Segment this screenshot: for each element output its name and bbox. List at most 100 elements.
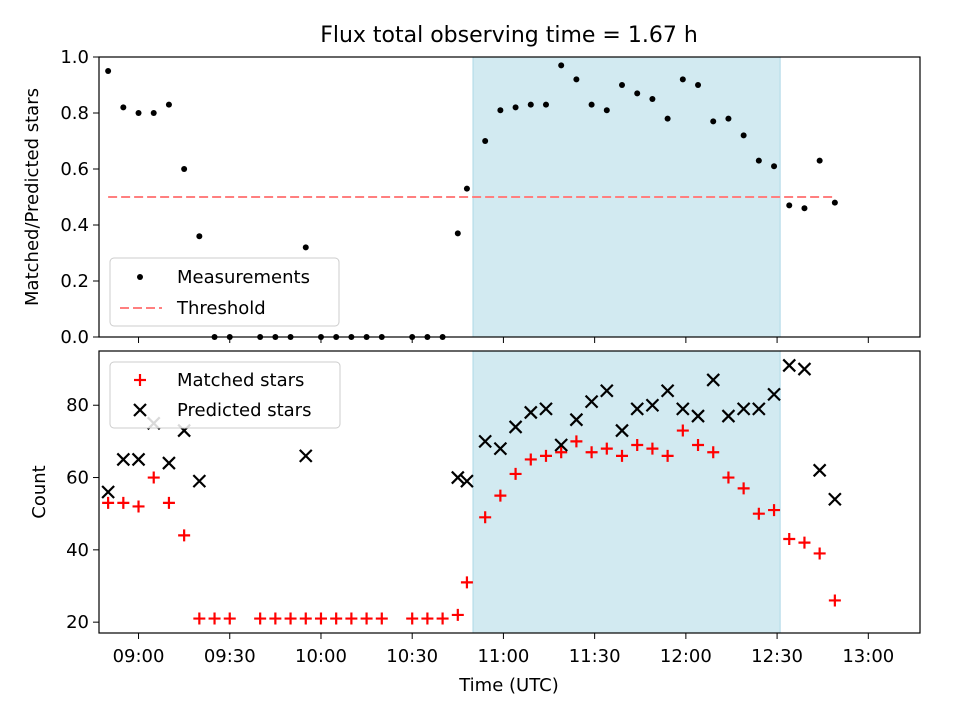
matched-star-point <box>223 612 236 625</box>
predicted-star-point <box>451 470 465 485</box>
matched-star-point <box>299 612 312 625</box>
measurement-point <box>588 101 595 108</box>
matched-star-point <box>539 449 552 462</box>
legend-measurements-marker <box>137 274 143 280</box>
matched-star-point <box>162 496 175 509</box>
predicted-star-point <box>691 409 705 423</box>
bottom-legend: Matched stars Predicted stars <box>109 361 341 429</box>
x-tick-label: 12:00 <box>660 646 712 667</box>
predicted-star-point <box>478 434 492 449</box>
matched-star-point <box>345 612 358 625</box>
measurement-point <box>512 104 519 111</box>
matched-star-point <box>570 435 583 448</box>
measurement-point <box>573 76 580 83</box>
bottom-y-tick-label: 20 <box>66 612 89 633</box>
measurement-point <box>542 101 549 108</box>
matched-star-point <box>254 612 267 625</box>
measurement-point <box>801 205 808 212</box>
chart-title: Flux total observing time = 1.67 h <box>320 23 698 48</box>
predicted-star-point <box>752 402 766 416</box>
predicted-star-point <box>116 452 131 467</box>
matched-star-point <box>436 612 449 625</box>
matched-star-point <box>722 471 735 484</box>
measurement-point <box>463 185 470 192</box>
legend-matched-marker <box>134 374 146 386</box>
measurement-point <box>105 68 112 74</box>
predicted-star-point <box>569 412 584 427</box>
matched-star-point <box>421 612 434 625</box>
bottom-legend-box <box>109 361 341 429</box>
predicted-star-point <box>615 423 629 438</box>
top-y-tick-label: 0.6 <box>60 159 89 180</box>
matched-star-point <box>330 612 343 625</box>
matched-star-point <box>509 467 522 480</box>
predicted-star-point <box>162 456 176 470</box>
predicted-star-point <box>828 492 842 507</box>
predicted-star-point <box>460 474 474 488</box>
matched-star-point <box>132 500 145 513</box>
measurement-point <box>816 157 823 164</box>
top-axes-frame <box>98 56 921 338</box>
matched-star-point <box>406 612 419 625</box>
matched-star-point <box>117 496 130 509</box>
predicted-star-point <box>508 420 523 434</box>
matched-star-point <box>451 608 464 621</box>
measurement-point <box>740 132 747 139</box>
bottom-y-tick-label: 40 <box>66 540 89 561</box>
matched-star-point <box>783 533 796 545</box>
matched-star-point <box>813 547 826 560</box>
bottom-y-axis-label: Count <box>29 465 50 518</box>
measurement-point <box>786 202 793 209</box>
legend-measurements-label: Measurements <box>177 267 310 288</box>
matched-star-point <box>555 446 568 459</box>
matched-star-point <box>479 511 492 524</box>
predicted-star-point <box>706 373 721 387</box>
matched-star-point <box>585 446 598 459</box>
measurements-points <box>105 62 838 340</box>
matched-star-point <box>193 612 206 625</box>
bottom-axis-ticks: 20 40 60 80 09:00 09:30 10:00 10:30 11:00 11:30 12… <box>66 395 894 667</box>
predicted-star-point <box>767 387 781 402</box>
matched-star-point <box>631 439 644 451</box>
x-tick-label: 10:00 <box>295 646 347 667</box>
top-axis-ticks: 0.0 0.2 0.4 0.6 0.8 1.0 <box>60 47 869 348</box>
matched-star-point <box>269 612 282 625</box>
matched-star-point <box>375 612 388 625</box>
top-y-axis-label: Matched/Predicted stars <box>22 88 43 306</box>
matched-star-point <box>661 449 674 462</box>
matched-star-point <box>178 529 191 542</box>
measurement-point <box>634 90 641 97</box>
measurement-point <box>619 82 626 88</box>
measurement-point <box>497 107 504 114</box>
measurement-point <box>558 62 565 69</box>
measurement-point <box>725 115 732 122</box>
top-y-tick-label: 0.8 <box>60 103 89 124</box>
top-y-tick-label: 1.0 <box>60 47 89 68</box>
predicted-star-point <box>721 409 736 423</box>
matched-star-point <box>314 612 327 625</box>
top-legend: Measurements Threshold <box>109 257 340 327</box>
predicted-star-point <box>645 398 660 413</box>
measurement-point <box>181 166 188 172</box>
x-tick-label: 11:30 <box>569 646 621 667</box>
measurement-point <box>135 110 142 116</box>
matched-star-point <box>284 612 297 625</box>
matched-star-point <box>524 453 537 466</box>
legend-predicted-marker <box>133 403 147 417</box>
predicted-star-point <box>101 485 115 499</box>
measurement-point <box>302 244 309 251</box>
x-tick-label: 11:00 <box>477 646 529 667</box>
measurement-point <box>664 115 671 122</box>
bottom-shaded-region <box>472 350 781 634</box>
predicted-star-point <box>630 402 644 416</box>
x-tick-label: 09:00 <box>113 646 165 667</box>
measurement-point <box>527 101 534 108</box>
top-y-tick-label: 0.4 <box>60 215 89 236</box>
predicted-star-point <box>782 358 797 373</box>
matched-star-point <box>828 594 841 607</box>
measurement-point <box>150 110 157 116</box>
measurement-point <box>165 101 172 108</box>
matched-star-point <box>737 482 750 495</box>
matched-star-point <box>676 424 689 437</box>
